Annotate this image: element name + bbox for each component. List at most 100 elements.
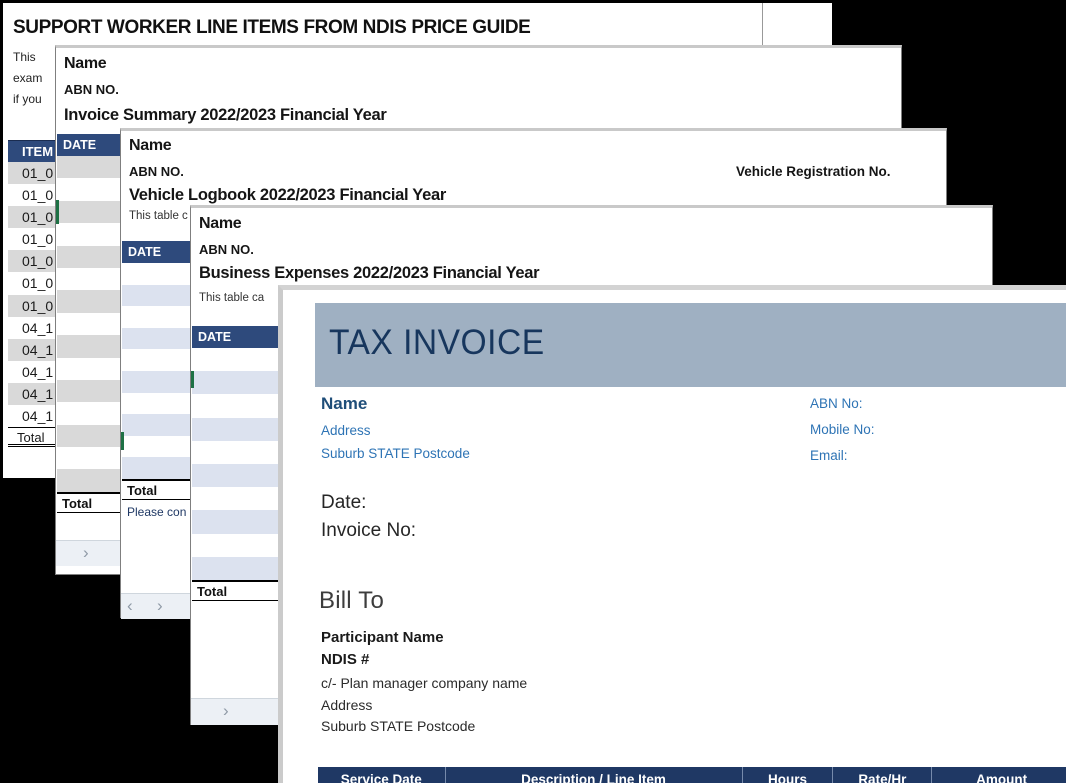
empty-cell-row[interactable] xyxy=(57,402,123,424)
empty-cell-row[interactable] xyxy=(57,313,123,335)
empty-cell-row[interactable] xyxy=(122,370,191,393)
item-row[interactable]: 01_0 xyxy=(22,275,54,292)
empty-cell-row[interactable] xyxy=(57,178,123,200)
invoice-title: TAX INVOICE xyxy=(329,323,545,362)
column-header-description-line-item: Description / Line Item xyxy=(444,767,742,783)
item-row[interactable]: 01_0 xyxy=(22,187,54,204)
green-cell-marker xyxy=(191,371,194,388)
green-cell-marker xyxy=(121,432,124,450)
next-sheet-icon[interactable]: › xyxy=(83,543,89,562)
empty-date-rows xyxy=(122,263,191,479)
empty-cell-row[interactable] xyxy=(122,284,191,307)
sheet-title: Invoice Summary 2022/2023 Financial Year xyxy=(64,106,387,124)
empty-cell-row[interactable] xyxy=(192,394,279,417)
empty-cell-row[interactable] xyxy=(192,463,279,488)
provider-suburb: Suburb STATE Postcode xyxy=(321,446,470,461)
empty-cell-row[interactable] xyxy=(57,268,123,290)
column-header-hours: Hours xyxy=(741,767,833,783)
next-sheet-icon[interactable]: › xyxy=(157,596,163,615)
empty-cell-row[interactable] xyxy=(57,335,123,358)
item-row[interactable]: 04_1 xyxy=(22,319,54,336)
body-text-line: if you xyxy=(13,92,42,106)
empty-cell-row[interactable] xyxy=(57,447,123,469)
provider-name: Name xyxy=(321,394,368,413)
empty-cell-row[interactable] xyxy=(57,469,123,492)
abn-label: ABN NO. xyxy=(199,242,254,257)
empty-cell-row[interactable] xyxy=(192,510,279,534)
bill-to-address: Address xyxy=(321,697,373,713)
date-table: DATE Total xyxy=(57,134,123,513)
column-header-amount: Amount xyxy=(931,767,1066,783)
email-field-label: Email: xyxy=(810,448,848,463)
column-header-date: DATE xyxy=(122,241,191,263)
date-field-label: Date: xyxy=(321,492,367,513)
footer-note: Please con xyxy=(127,505,187,519)
empty-cell-row[interactable] xyxy=(192,371,279,395)
participant-name: Participant Name xyxy=(321,629,444,646)
empty-cell-row[interactable] xyxy=(57,424,123,448)
body-text-line: exam xyxy=(13,71,43,85)
note-text: This table ca xyxy=(199,292,265,304)
name-label: Name xyxy=(64,55,107,72)
total-row[interactable]: Total xyxy=(57,491,123,513)
item-row[interactable]: 04_1 xyxy=(22,408,54,425)
empty-cell-row[interactable] xyxy=(192,487,279,510)
abn-label: ABN NO. xyxy=(129,164,184,179)
vehicle-rego-label: Vehicle Registration No. xyxy=(736,164,891,179)
total-row[interactable]: Total xyxy=(192,579,279,601)
empty-cell-row[interactable] xyxy=(57,223,123,245)
empty-cell-row[interactable] xyxy=(57,290,123,313)
green-cell-marker xyxy=(56,200,59,224)
sheet-title: Business Expenses 2022/2023 Financial Ye… xyxy=(199,264,540,282)
empty-cell-row[interactable] xyxy=(192,441,279,464)
empty-cell-row[interactable] xyxy=(122,306,191,328)
empty-cell-row[interactable] xyxy=(122,263,191,285)
empty-cell-row[interactable] xyxy=(57,245,123,268)
empty-cell-row[interactable] xyxy=(122,436,191,458)
invoice-no-field-label: Invoice No: xyxy=(321,520,417,541)
empty-cell-row[interactable] xyxy=(192,417,279,441)
empty-cell-row[interactable] xyxy=(122,414,191,436)
empty-date-rows xyxy=(57,156,123,492)
mobile-field-label: Mobile No: xyxy=(810,422,875,437)
empty-date-rows xyxy=(192,348,279,580)
name-label: Name xyxy=(129,137,172,154)
column-header-date: DATE xyxy=(57,134,123,156)
empty-cell-row[interactable] xyxy=(57,156,123,179)
invoice-line-items-header: Service Date Description / Line Item Hours… xyxy=(318,767,1066,783)
empty-cell-row[interactable] xyxy=(57,358,123,380)
item-row[interactable]: 01_0 xyxy=(22,231,54,248)
empty-cell-row[interactable] xyxy=(122,393,191,415)
column-header-service-date: Service Date xyxy=(340,772,422,783)
abn-label: ABN NO. xyxy=(64,82,119,97)
sheet-title: Vehicle Logbook 2022/2023 Financial Year xyxy=(129,186,446,204)
empty-cell-row[interactable] xyxy=(122,327,191,350)
date-table: DATE Total xyxy=(122,241,191,500)
provider-address: Address xyxy=(321,423,371,438)
page-title: SUPPORT WORKER LINE ITEMS FROM NDIS PRIC… xyxy=(13,17,531,38)
empty-cell-row[interactable] xyxy=(122,349,191,371)
name-label: Name xyxy=(199,215,242,232)
date-table: DATE Total xyxy=(192,326,279,601)
column-header-rate-hr: Rate/Hr xyxy=(832,767,931,783)
bill-to-heading: Bill To xyxy=(319,587,384,614)
empty-cell-row[interactable] xyxy=(192,348,279,371)
empty-cell-row[interactable] xyxy=(57,379,123,403)
next-sheet-icon[interactable]: › xyxy=(223,701,229,720)
empty-cell-row[interactable] xyxy=(192,556,279,580)
column-header-date: DATE xyxy=(192,326,279,348)
abn-field-label: ABN No: xyxy=(810,396,863,411)
cell-gridline xyxy=(762,3,763,46)
invoice-banner-image: TAX INVOICE xyxy=(315,303,1066,387)
bill-to-suburb: Suburb STATE Postcode xyxy=(321,718,476,734)
empty-cell-row[interactable] xyxy=(57,200,123,224)
total-row[interactable]: Total xyxy=(122,478,191,500)
plan-manager-line: c/- Plan manager company name xyxy=(321,675,528,691)
empty-cell-row[interactable] xyxy=(192,534,279,557)
window-tax-invoice[interactable]: TAX INVOICE Name Address Suburb STATE Po… xyxy=(278,285,1066,783)
prev-sheet-icon[interactable]: ‹ xyxy=(127,596,133,615)
item-row[interactable]: 04_1 xyxy=(22,363,54,380)
body-text-line: This xyxy=(13,50,36,64)
empty-cell-row[interactable] xyxy=(122,457,191,479)
